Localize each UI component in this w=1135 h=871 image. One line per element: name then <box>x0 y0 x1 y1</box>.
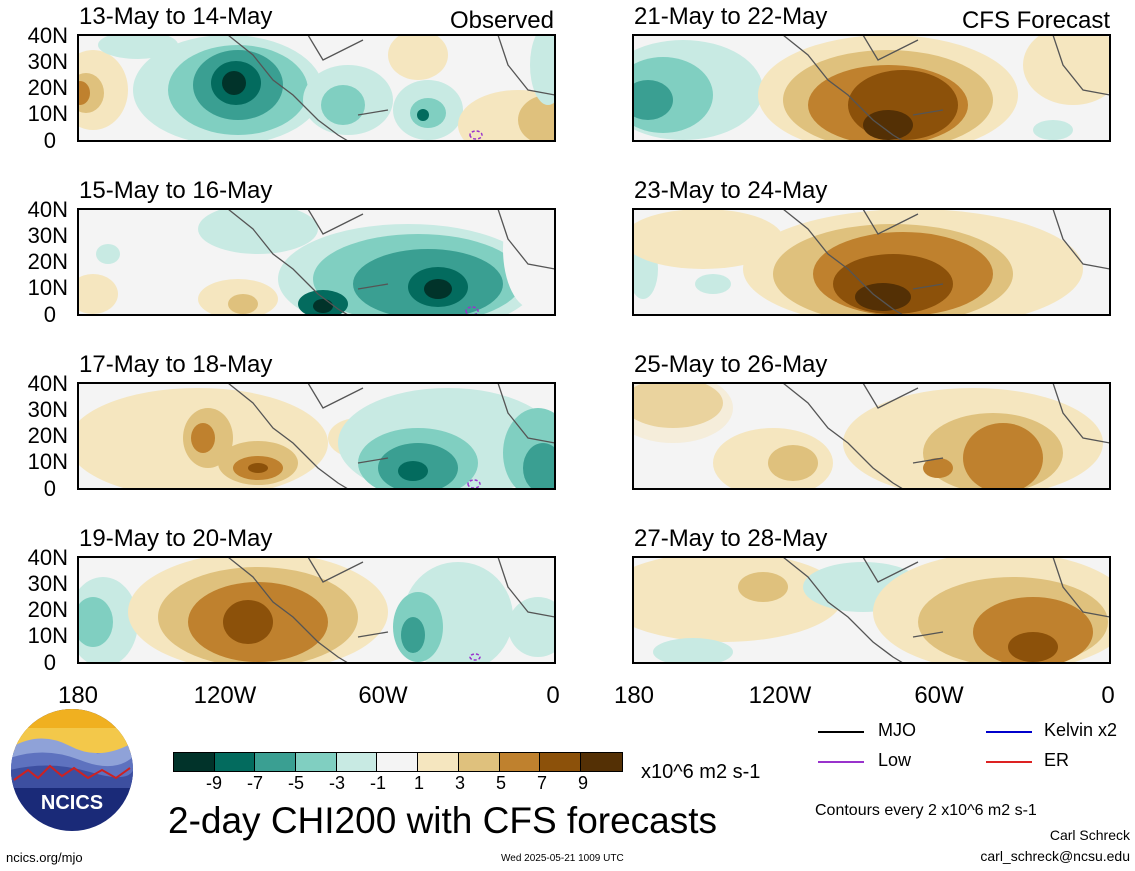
chi200-map <box>633 383 1110 489</box>
lon-label: 180 <box>613 682 655 709</box>
chi200-map <box>78 557 555 663</box>
panel-title: 19-May to 20-May <box>79 525 273 552</box>
legend-line-low <box>818 761 864 763</box>
lat-label: 0 <box>43 128 56 153</box>
colorbar-tick: 3 <box>454 773 465 793</box>
author-email: carl_schreck@ncsu.edu <box>980 848 1130 864</box>
colorbar-swatch <box>174 753 215 771</box>
colorbar-swatch <box>377 753 419 771</box>
lat-label: 10N <box>27 449 68 474</box>
lat-label: 40N <box>27 371 68 396</box>
lat-label: 40N <box>27 197 68 222</box>
lat-label: 10N <box>27 101 68 126</box>
lat-label: 0 <box>43 476 56 501</box>
colorbar-swatch <box>540 753 581 771</box>
legend-label-mjo: MJO <box>878 720 916 740</box>
cfs-forecast-label: CFS Forecast <box>961 7 1110 34</box>
lat-label: 10N <box>27 275 68 300</box>
chi200-map <box>633 35 1110 141</box>
site-link[interactable]: ncics.org/mjo <box>6 850 83 865</box>
legend-label-low: Low <box>878 750 912 770</box>
lat-label: 20N <box>27 249 68 274</box>
observed-label: Observed <box>449 7 554 34</box>
chi200-map <box>78 383 555 489</box>
timestamp: Wed 2025-05-21 1009 UTC <box>501 853 624 864</box>
author-name: Carl Schreck <box>1049 827 1130 843</box>
colorbar-swatch <box>499 753 541 771</box>
colorbar <box>173 752 623 772</box>
lon-label: 0 <box>1101 682 1115 709</box>
colorbar-tick: -9 <box>205 773 222 793</box>
colorbar-tick: 1 <box>413 773 424 793</box>
legend-line-kelvin <box>986 731 1032 733</box>
lon-label: 60W <box>914 682 964 709</box>
ncics-logo: NCICS <box>11 709 133 831</box>
lon-label: 120W <box>748 682 812 709</box>
legend-label-kelvin: Kelvin x2 <box>1044 720 1118 740</box>
lat-label: 40N <box>27 545 68 570</box>
lat-label: 30N <box>27 571 68 596</box>
colorbar-tick: -7 <box>246 773 263 793</box>
colorbar-swatch <box>580 753 622 771</box>
colorbar-units: x10^6 m2 s-1 <box>641 761 761 783</box>
lat-label: 40N <box>27 23 68 48</box>
colorbar-tick: 7 <box>536 773 547 793</box>
chi200-map <box>78 35 555 141</box>
colorbar-swatch <box>296 753 337 771</box>
chi200-map <box>633 209 1110 315</box>
lat-label: 30N <box>27 49 68 74</box>
lon-label: 60W <box>358 682 408 709</box>
colorbar-tick: -5 <box>287 773 304 793</box>
colorbar-swatch <box>418 753 459 771</box>
panel-title: 17-May to 18-May <box>79 351 273 378</box>
contour-note: Contours every 2 x10^6 m2 s-1 <box>815 802 1037 819</box>
lat-label: 30N <box>27 223 68 248</box>
lat-label: 20N <box>27 423 68 448</box>
lon-label: 0 <box>546 682 560 709</box>
colorbar-tick: -3 <box>328 773 345 793</box>
colorbar-tick: 9 <box>577 773 588 793</box>
lat-label: 0 <box>43 302 56 327</box>
chi200-map <box>633 557 1110 663</box>
lon-label: 180 <box>57 682 99 709</box>
panel-title: 21-May to 22-May <box>634 3 828 30</box>
panel-title: 27-May to 28-May <box>634 525 828 552</box>
lat-label: 30N <box>27 397 68 422</box>
panel-title: 15-May to 16-May <box>79 177 273 204</box>
colorbar-swatch <box>458 753 500 771</box>
legend-line-er <box>986 761 1032 763</box>
lat-label: 0 <box>43 650 56 675</box>
colorbar-swatch <box>214 753 256 771</box>
logo-text: NCICS <box>41 792 103 814</box>
colorbar-tick: 5 <box>495 773 506 793</box>
colorbar-swatch <box>336 753 378 771</box>
panel-title: 13-May to 14-May <box>79 3 273 30</box>
main-title: 2-day CHI200 with CFS forecasts <box>168 800 718 841</box>
colorbar-swatch <box>255 753 297 771</box>
panel-title: 23-May to 24-May <box>634 177 828 204</box>
legend-label-er: ER <box>1044 750 1070 770</box>
colorbar-tick: -1 <box>369 773 386 793</box>
lat-label: 10N <box>27 623 68 648</box>
lat-label: 20N <box>27 597 68 622</box>
chi200-map <box>78 209 555 315</box>
lat-label: 20N <box>27 75 68 100</box>
legend-line-mjo <box>818 731 864 733</box>
panel-title: 25-May to 26-May <box>634 351 828 378</box>
lon-label: 120W <box>193 682 257 709</box>
